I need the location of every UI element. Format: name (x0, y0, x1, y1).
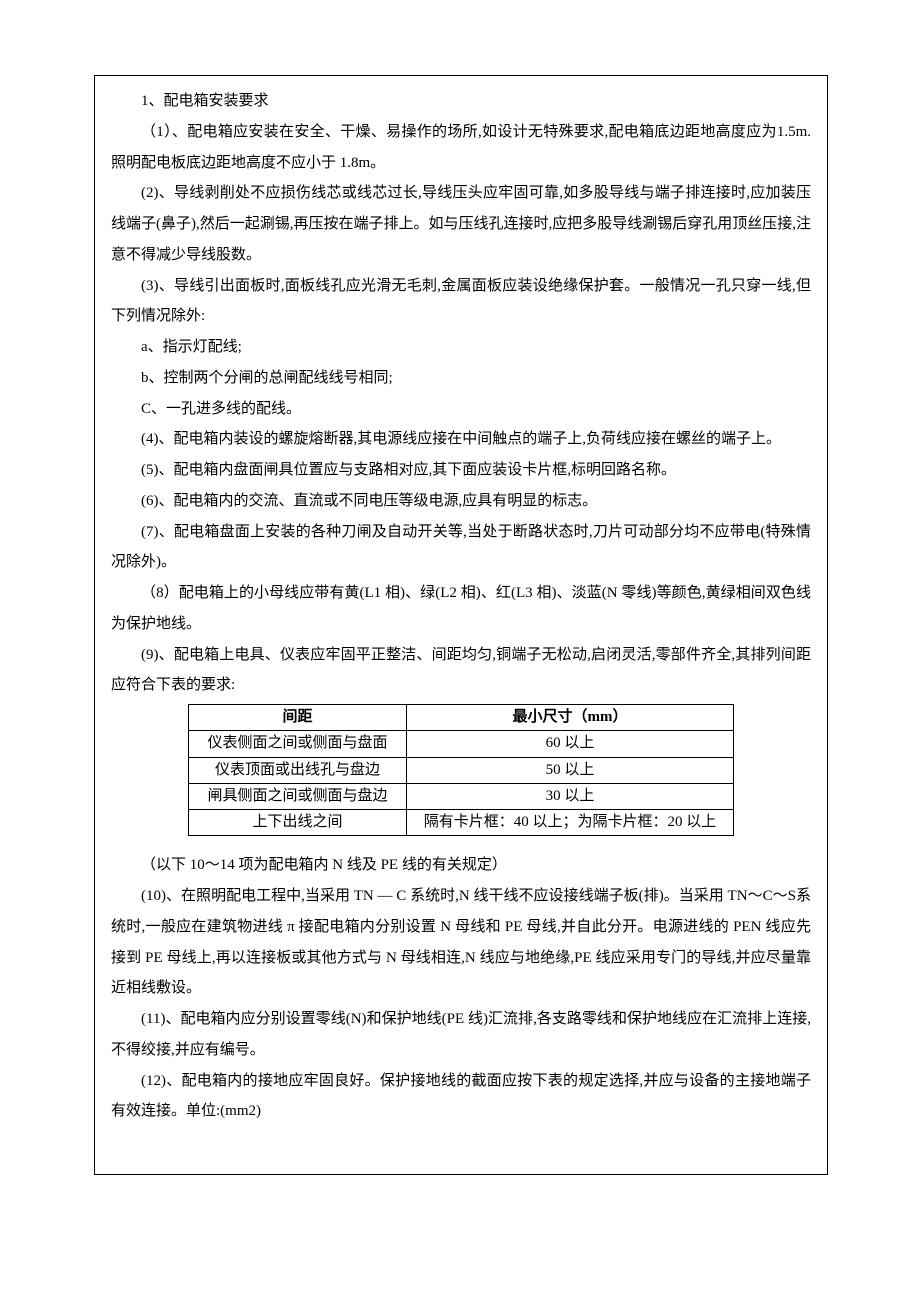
note-10-14: （以下 10～14 项为配电箱内 N 线及 PE 线的有关规定） (111, 850, 811, 881)
para-11: (11)、配电箱内应分别设置零线(N)和保护地线(PE 线)汇流排,各支路零线和… (111, 1004, 811, 1066)
table-header-row: 间距 最小尺寸（mm） (189, 705, 734, 731)
para-3a: a、指示灯配线; (111, 332, 811, 363)
cell: 50 以上 (407, 757, 734, 783)
spacing-table: 间距 最小尺寸（mm） 仪表侧面之间或侧面与盘面 60 以上 仪表顶面或出线孔与… (188, 704, 734, 836)
heading-1: 1、配电箱安装要求 (111, 86, 811, 117)
col-header-spacing: 间距 (189, 705, 407, 731)
cell: 30 以上 (407, 783, 734, 809)
para-3b: b、控制两个分闸的总闸配线线号相同; (111, 363, 811, 394)
cell: 仪表侧面之间或侧面与盘面 (189, 731, 407, 757)
cell: 仪表顶面或出线孔与盘边 (189, 757, 407, 783)
para-2: (2)、导线剥削处不应损伤线芯或线芯过长,导线压头应牢固可靠,如多股导线与端子排… (111, 178, 811, 270)
para-3: (3)、导线引出面板时,面板线孔应光滑无毛刺,金属面板应装设绝缘保护套。一般情况… (111, 271, 811, 333)
cell: 隔有卡片框：40 以上；为隔卡片框：20 以上 (407, 810, 734, 836)
para-1: （1）、配电箱应安装在安全、干燥、易操作的场所,如设计无特殊要求,配电箱底边距地… (111, 117, 811, 179)
para-12: (12)、配电箱内的接地应牢固良好。保护接地线的截面应按下表的规定选择,并应与设… (111, 1066, 811, 1128)
para-4: (4)、配电箱内装设的螺旋熔断器,其电源线应接在中间触点的端子上,负荷线应接在螺… (111, 424, 811, 455)
para-7: (7)、配电箱盘面上安装的各种刀闸及自动开关等,当处于断路状态时,刀片可动部分均… (111, 517, 811, 579)
cell: 60 以上 (407, 731, 734, 757)
cell: 上下出线之间 (189, 810, 407, 836)
para-10: (10)、在照明配电工程中,当采用 TN — C 系统时,N 线干线不应设接线端… (111, 881, 811, 1004)
col-header-min-size: 最小尺寸（mm） (407, 705, 734, 731)
table-row: 仪表顶面或出线孔与盘边 50 以上 (189, 757, 734, 783)
para-6: (6)、配电箱内的交流、直流或不同电压等级电源,应具有明显的标志。 (111, 486, 811, 517)
para-8: （8）配电箱上的小母线应带有黄(L1 相)、绿(L2 相)、红(L3 相)、淡蓝… (111, 578, 811, 640)
table-row: 上下出线之间 隔有卡片框：40 以上；为隔卡片框：20 以上 (189, 810, 734, 836)
table-row: 闸具侧面之间或侧面与盘边 30 以上 (189, 783, 734, 809)
cell: 闸具侧面之间或侧面与盘边 (189, 783, 407, 809)
para-9: (9)、配电箱上电具、仪表应牢固平正整洁、间距均匀,铜端子无松动,启闭灵活,零部… (111, 640, 811, 702)
spacing-table-wrap: 间距 最小尺寸（mm） 仪表侧面之间或侧面与盘面 60 以上 仪表顶面或出线孔与… (111, 704, 811, 836)
table-row: 仪表侧面之间或侧面与盘面 60 以上 (189, 731, 734, 757)
para-3c: C、一孔进多线的配线。 (111, 394, 811, 425)
page-frame: 1、配电箱安装要求 （1）、配电箱应安装在安全、干燥、易操作的场所,如设计无特殊… (94, 75, 828, 1175)
para-5: (5)、配电箱内盘面闸具位置应与支路相对应,其下面应装设卡片框,标明回路名称。 (111, 455, 811, 486)
